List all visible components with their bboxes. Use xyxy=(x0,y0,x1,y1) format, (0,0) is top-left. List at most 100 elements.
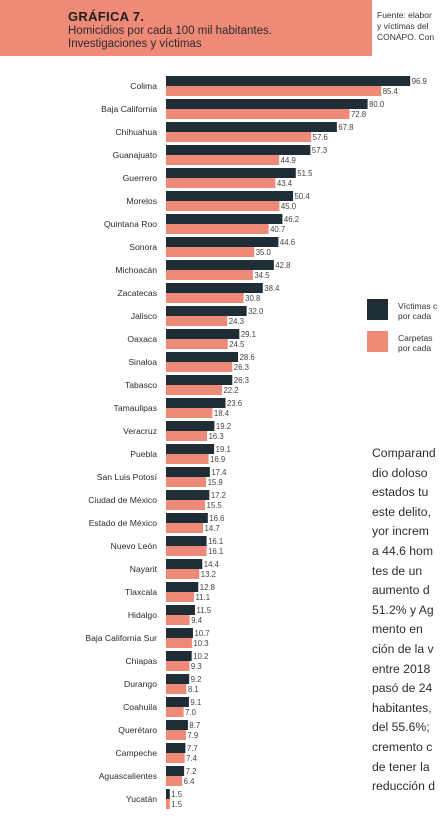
bar-victimas xyxy=(166,559,203,569)
body-text-line: del 55.6%; xyxy=(372,720,430,735)
category-label: Tabasco xyxy=(125,380,157,390)
bar-carpetas xyxy=(166,592,194,602)
body-text-line: yor increm xyxy=(372,524,429,539)
chart-subtitle: Homicidios por cada 100 mil habitantes. … xyxy=(68,25,368,51)
bar-victimas xyxy=(166,283,263,293)
value-label: 8.1 xyxy=(188,685,199,694)
body-text-line: de tener la xyxy=(372,759,430,774)
bar-victimas xyxy=(166,398,226,408)
bar-carpetas xyxy=(166,523,204,533)
chart-title: GRÁFICA 7. xyxy=(68,9,145,24)
value-label: 96.9 xyxy=(412,77,427,86)
bar-victimas xyxy=(166,697,189,707)
legend-label-line: por cada xyxy=(398,343,432,353)
bar-carpetas xyxy=(166,776,183,786)
category-label: Sinaloa xyxy=(128,357,157,367)
source-line: Fuente: elabor xyxy=(377,10,432,20)
value-label: 9.1 xyxy=(190,698,201,707)
bar-victimas xyxy=(166,789,170,799)
legend-label-line: por cada xyxy=(398,311,432,321)
category-label: Veracruz xyxy=(123,426,157,436)
source-note: Fuente: elabor y víctimas del CONAPO. Co… xyxy=(377,10,441,43)
source-line: CONAPO. Con xyxy=(377,32,435,42)
value-label: 16.9 xyxy=(210,455,225,464)
legend-swatch xyxy=(367,299,388,320)
value-label: 67.8 xyxy=(338,123,353,132)
bar-victimas xyxy=(166,421,215,431)
value-label: 22.2 xyxy=(223,386,238,395)
body-text-line: entre 2018 xyxy=(372,661,431,676)
bar-victimas xyxy=(166,467,210,477)
category-label: Nayarit xyxy=(130,564,158,574)
value-label: 23.6 xyxy=(227,399,242,408)
bar-victimas xyxy=(166,352,239,362)
legend-swatch xyxy=(367,331,388,352)
category-label: Yucatán xyxy=(126,794,157,804)
bar-victimas xyxy=(166,237,279,247)
value-label: 29.1 xyxy=(241,330,256,339)
value-label: 6.4 xyxy=(184,777,196,786)
bar-victimas xyxy=(166,444,215,454)
value-label: 26.3 xyxy=(234,376,249,385)
value-label: 46.2 xyxy=(284,215,299,224)
category-label: Nuevo León xyxy=(111,541,158,551)
value-label: 35.0 xyxy=(256,248,272,257)
bar-carpetas xyxy=(166,109,350,119)
category-label: Oaxaca xyxy=(127,334,157,344)
legend-label-line: Víctimas c xyxy=(398,301,438,311)
category-label: Chiapas xyxy=(125,656,157,666)
value-label: 19.1 xyxy=(216,445,231,454)
legend-label: Carpetas por cada xyxy=(398,333,441,353)
bar-carpetas xyxy=(166,431,208,441)
bar-victimas xyxy=(166,651,192,661)
bar-victimas xyxy=(166,720,188,730)
value-label: 32.0 xyxy=(248,307,264,316)
bar-carpetas xyxy=(166,569,200,579)
bar-carpetas xyxy=(166,661,190,671)
bar-carpetas xyxy=(166,86,382,96)
bar-carpetas xyxy=(166,684,187,694)
value-label: 8.7 xyxy=(189,721,200,730)
category-label: Colima xyxy=(130,81,157,91)
header-band xyxy=(0,0,372,56)
value-label: 17.2 xyxy=(211,491,226,500)
bar-victimas xyxy=(166,168,296,178)
category-label: Chihuahua xyxy=(115,127,157,137)
bar-carpetas xyxy=(166,454,209,464)
subtitle-line: Homicidios por cada 100 mil habitantes. xyxy=(68,25,272,37)
bar-victimas xyxy=(166,513,208,523)
bar-victimas xyxy=(166,260,274,270)
category-label: Ciudad de México xyxy=(88,495,157,505)
source-line: y víctimas del xyxy=(377,21,429,31)
category-label: Tlaxcala xyxy=(125,587,157,597)
bar-carpetas xyxy=(166,500,206,510)
bar-carpetas xyxy=(166,201,280,211)
value-label: 15.9 xyxy=(208,478,223,487)
bar-victimas xyxy=(166,536,207,546)
value-label: 11.5 xyxy=(196,606,211,615)
value-label: 42.8 xyxy=(275,261,290,270)
value-label: 34.5 xyxy=(254,271,270,280)
value-label: 40.7 xyxy=(270,225,285,234)
bar-victimas xyxy=(166,582,199,592)
category-label: Michoacán xyxy=(115,265,157,275)
bar-carpetas xyxy=(166,178,276,188)
body-text-line: dio doloso xyxy=(372,465,428,480)
value-label: 24.5 xyxy=(229,340,245,349)
category-label: Morelos xyxy=(126,196,157,206)
value-label: 85.4 xyxy=(383,87,399,96)
category-label: Puebla xyxy=(130,449,157,459)
bar-carpetas xyxy=(166,385,222,395)
category-label: Quintana Roo xyxy=(104,219,157,229)
value-label: 9.4 xyxy=(191,616,203,625)
bar-carpetas xyxy=(166,132,312,142)
bar-carpetas xyxy=(166,155,280,165)
value-label: 28.6 xyxy=(240,353,255,362)
value-label: 57.3 xyxy=(312,146,327,155)
bar-victimas xyxy=(166,490,210,500)
bar-victimas xyxy=(166,375,233,385)
value-label: 7.2 xyxy=(186,767,197,776)
legend-label-line: Carpetas xyxy=(398,333,433,343)
body-text-line: cremento c xyxy=(372,739,433,754)
category-label: Zacatecas xyxy=(117,288,157,298)
